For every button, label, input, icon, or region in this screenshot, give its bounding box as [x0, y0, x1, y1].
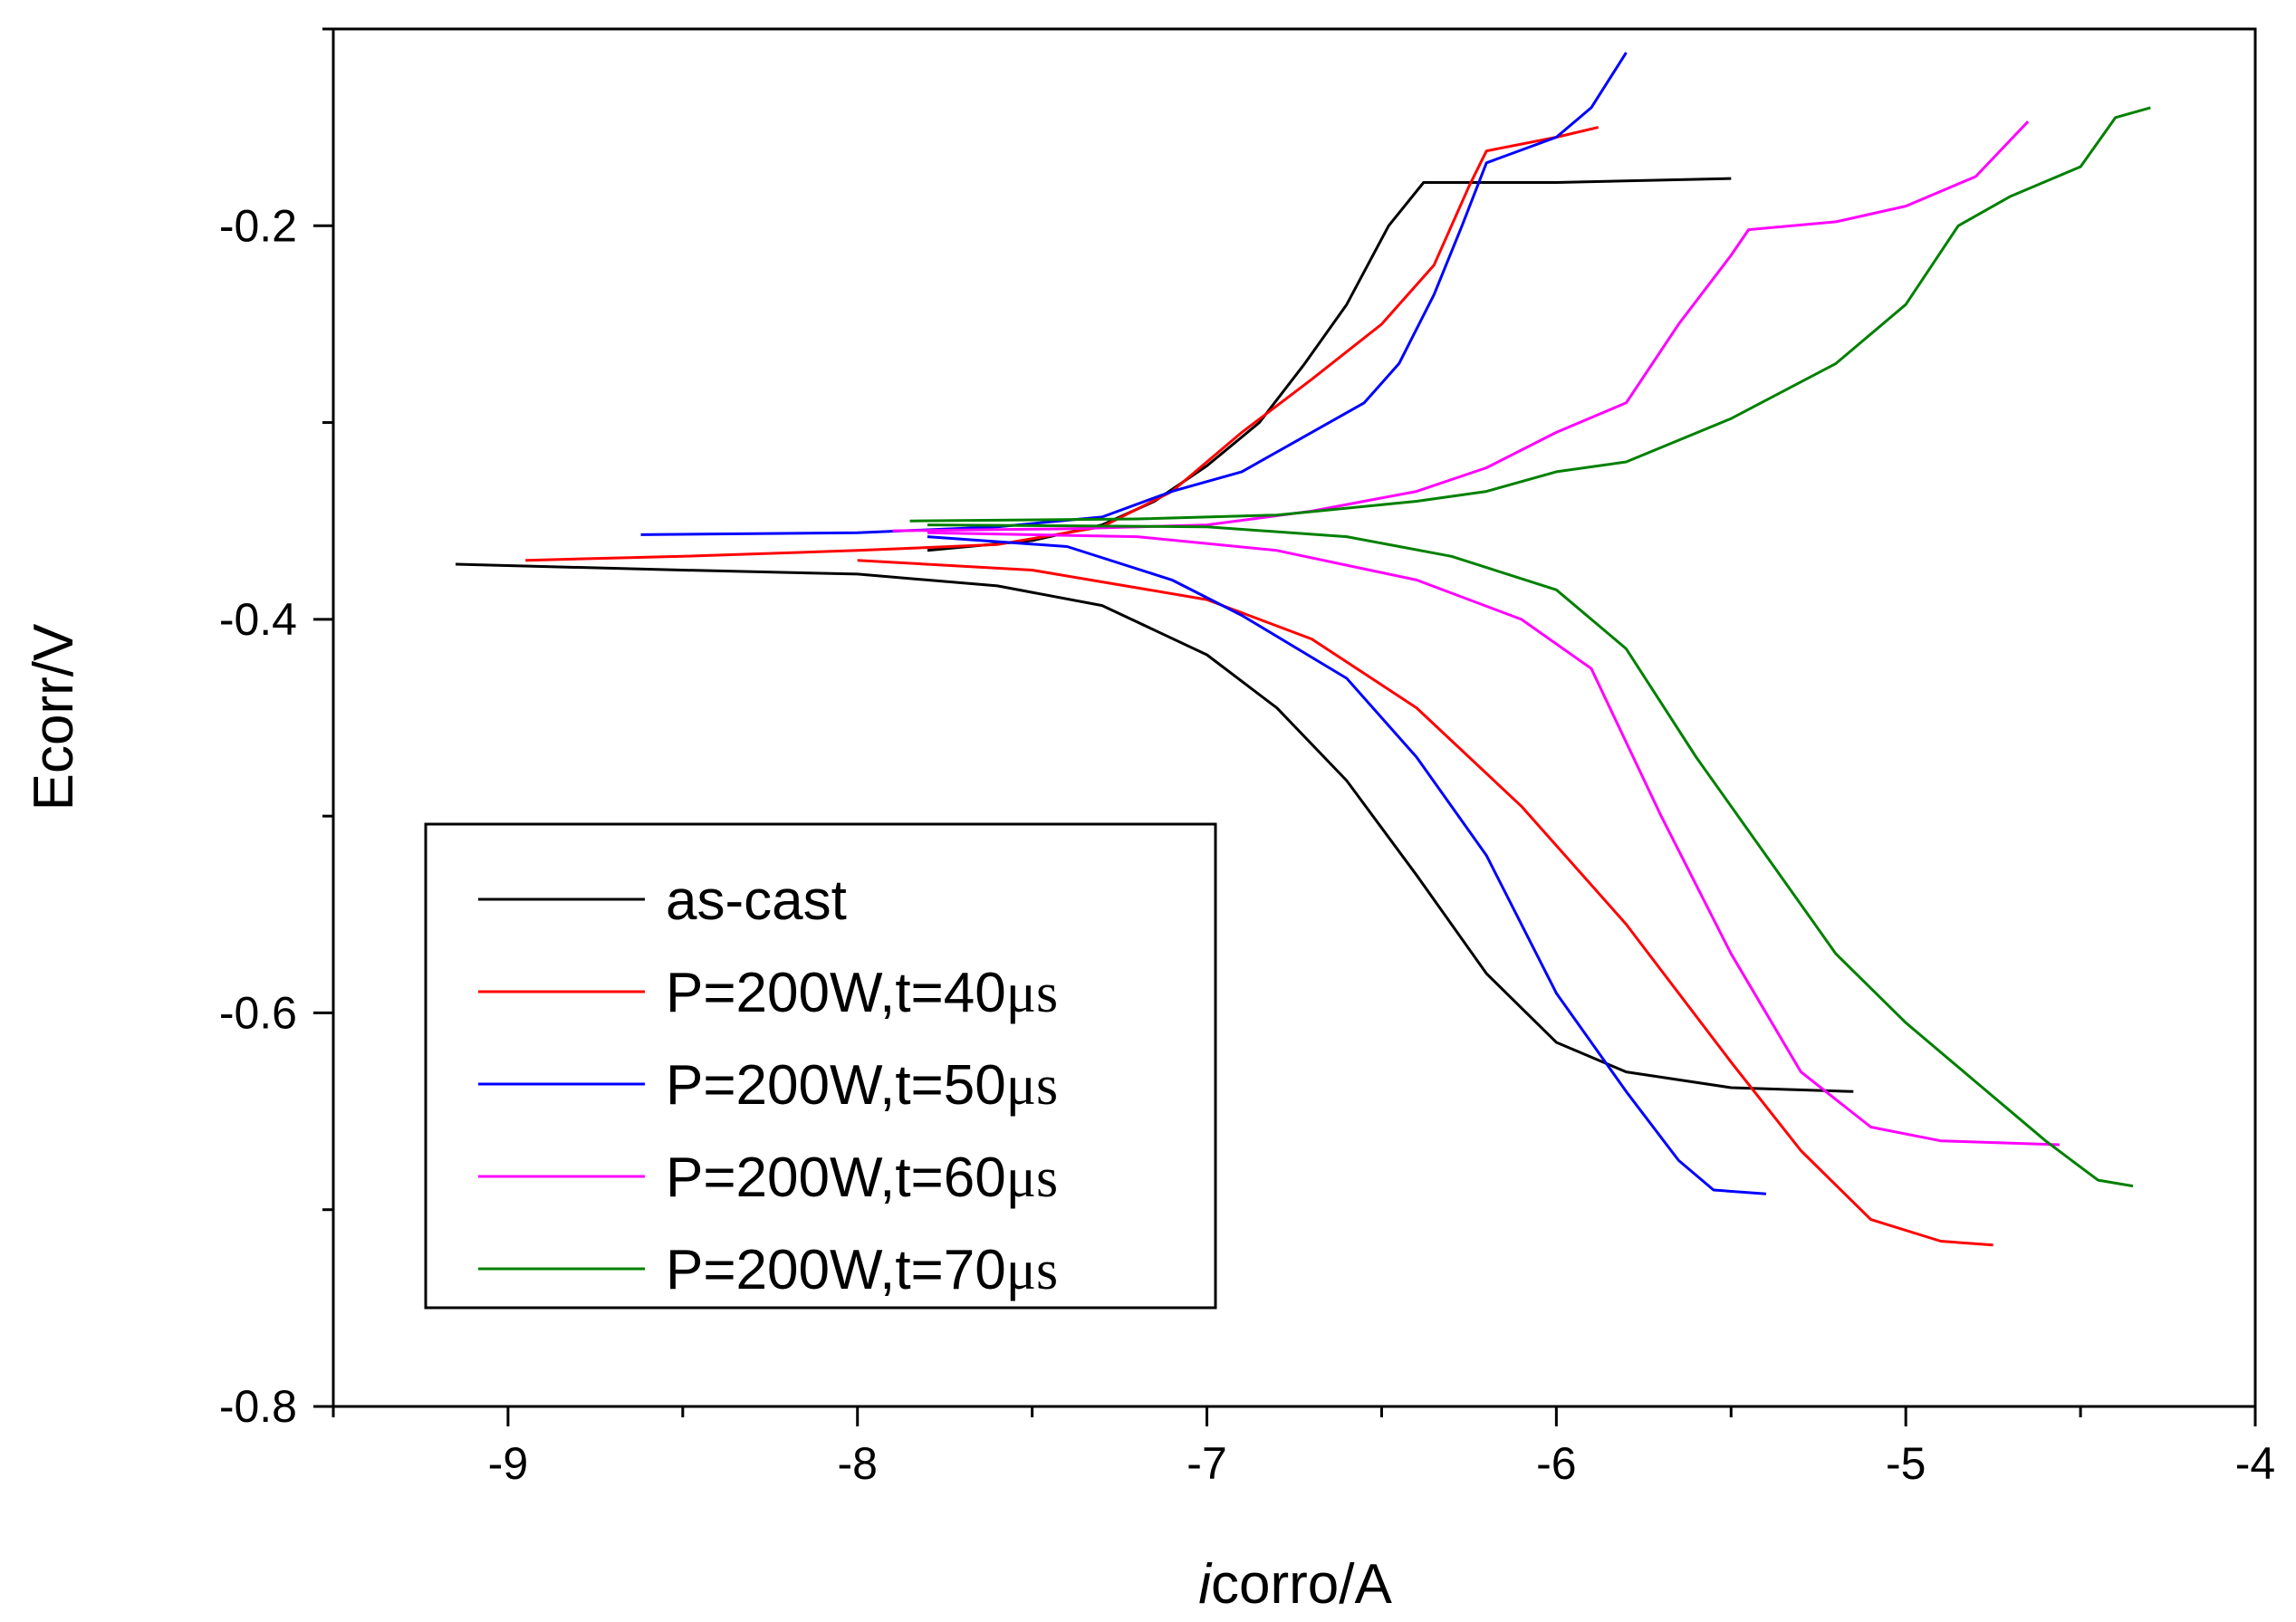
- legend-label-unit: μs: [1006, 1055, 1058, 1117]
- legend-label-3: P=200W,t=50μs: [666, 1054, 1058, 1117]
- x-tick-label: -5: [1886, 1438, 1926, 1489]
- x-axis-title-rest: corro/A: [1211, 1553, 1392, 1616]
- series-layer: [455, 52, 2151, 1247]
- x-tick-label: -9: [488, 1438, 528, 1489]
- y-axis-title: Ecorr/V: [23, 623, 85, 811]
- series-line-5: [909, 106, 2151, 1188]
- legend-items: as-castP=200W,t=40μsP=200W,t=50μsP=200W,…: [478, 869, 1058, 1301]
- legend-label-main: as-cast: [666, 869, 847, 932]
- y-tick-label: -0.4: [219, 594, 297, 645]
- legend-label-unit: μs: [1006, 1240, 1058, 1301]
- legend-label-main: P=200W,t=70: [666, 1239, 1006, 1301]
- y-tick-label: -0.8: [219, 1381, 297, 1432]
- x-tick-label: -6: [1536, 1438, 1576, 1489]
- x-tick-labels: -9 -8 -7 -6 -5 -4: [488, 1438, 2276, 1489]
- legend: as-castP=200W,t=40μsP=200W,t=50μsP=200W,…: [424, 822, 1217, 1310]
- legend-label-main: P=200W,t=50: [666, 1054, 1006, 1117]
- legend-label-4: P=200W,t=60μs: [666, 1147, 1058, 1209]
- legend-label-unit: μs: [1006, 963, 1058, 1024]
- series-line-2: [525, 126, 1993, 1247]
- series-line-3: [640, 52, 1767, 1195]
- legend-label-unit: μs: [1006, 1147, 1058, 1209]
- y-tick-label: -0.2: [219, 200, 297, 251]
- y-tick-labels: -0.8 -0.6 -0.4 -0.2: [219, 200, 297, 1432]
- legend-label-2: P=200W,t=40μs: [666, 962, 1058, 1024]
- x-tick-label: -4: [2235, 1438, 2275, 1489]
- legend-box: [424, 822, 1217, 1310]
- legend-label-main: P=200W,t=60: [666, 1147, 1006, 1209]
- x-axis-title: icorro/A: [1198, 1553, 1392, 1616]
- plot-frame: [331, 27, 2257, 1408]
- x-tick-label: -7: [1186, 1438, 1226, 1489]
- legend-label-1: as-cast: [666, 869, 847, 932]
- y-tick-label: -0.6: [219, 987, 297, 1038]
- x-tick-label: -8: [837, 1438, 877, 1489]
- legend-label-main: P=200W,t=40: [666, 962, 1006, 1024]
- series-line-4: [892, 120, 2060, 1147]
- x-axis-title-italic: i: [1198, 1553, 1213, 1616]
- tick-layer: [313, 27, 2257, 1426]
- legend-label-5: P=200W,t=70μs: [666, 1239, 1058, 1301]
